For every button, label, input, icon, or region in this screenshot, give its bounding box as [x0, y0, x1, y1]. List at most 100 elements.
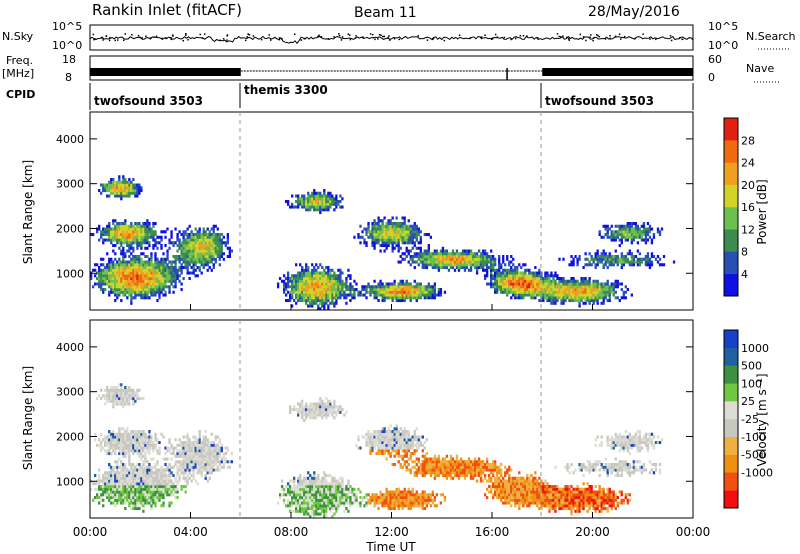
heatmap-cell [116, 446, 119, 450]
heatmap-cell [301, 408, 304, 412]
heatmap-cell [138, 490, 141, 494]
heatmap-cell [548, 288, 551, 292]
heatmap-cell [550, 301, 553, 305]
heatmap-cell [206, 454, 209, 458]
heatmap-cell [530, 282, 533, 286]
heatmap-cell [142, 441, 145, 445]
heatmap-cell [102, 230, 105, 234]
nsearch-point [204, 33, 206, 35]
heatmap-cell [614, 238, 617, 242]
heatmap-cell [116, 485, 119, 489]
heatmap-cell [642, 230, 646, 234]
heatmap-cell [134, 288, 137, 292]
heatmap-cell [138, 501, 141, 505]
heatmap-cell [126, 479, 129, 483]
heatmap-cell [309, 487, 312, 491]
nsearch-point [604, 38, 607, 40]
heatmap-cell [144, 438, 147, 442]
heatmap-cell [307, 266, 310, 270]
heatmap-cell [172, 268, 175, 272]
heatmap-cell [409, 230, 412, 234]
heatmap-cell [134, 471, 137, 475]
heatmap-cell [528, 277, 531, 281]
heatmap-cell [325, 282, 328, 286]
heatmap-cell [198, 443, 201, 447]
heatmap-cell [128, 282, 131, 286]
heatmap-cell [367, 290, 370, 294]
heatmap-cell [116, 388, 119, 392]
heatmap-cell [178, 257, 181, 261]
heatmap-cell [190, 271, 193, 275]
heatmap-cell [538, 268, 541, 272]
heatmap-cell [514, 288, 517, 292]
heatmap-cell [303, 498, 306, 502]
heatmap-cell [371, 241, 374, 245]
heatmap-cell [124, 277, 127, 281]
heatmap-cell [628, 260, 631, 264]
heatmap-cell [136, 285, 139, 289]
heatmap-cell [288, 501, 292, 505]
heatmap-cell [301, 410, 304, 414]
heatmap-cell [130, 296, 133, 300]
cpid-mode-2: themis 3300 [244, 83, 328, 97]
heatmap-cell [100, 279, 103, 283]
heatmap-cell [150, 255, 153, 259]
heatmap-cell [544, 271, 547, 275]
heatmap-cell [427, 255, 430, 259]
heatmap-cell [483, 252, 487, 256]
heatmap-cell [190, 255, 193, 259]
heatmap-cell [204, 474, 207, 478]
heatmap-cell [606, 224, 609, 228]
heatmap-cell [319, 293, 322, 297]
heatmap-cell [644, 257, 648, 261]
heatmap-cell [206, 249, 209, 253]
heatmap-cell [156, 438, 159, 442]
heatmap-cell [357, 235, 360, 239]
heatmap-cell [596, 279, 599, 283]
heatmap-cell [284, 485, 288, 489]
heatmap-cell [136, 191, 139, 195]
heatmap-cell [154, 282, 157, 286]
heatmap-cell [130, 288, 133, 292]
heatmap-cell [148, 471, 151, 475]
heatmap-cell [307, 200, 310, 204]
heatmap-cell [116, 471, 119, 475]
heatmap-cell [214, 457, 217, 461]
heatmap-cell [172, 493, 175, 497]
heatmap-cell [606, 266, 609, 270]
heatmap-cell [391, 222, 394, 226]
heatmap-cell [124, 233, 127, 237]
heatmap-cell [431, 293, 435, 297]
heatmap-cell [120, 460, 123, 464]
heatmap-cell [457, 252, 461, 256]
heatmap-cell [164, 487, 167, 491]
heatmap-cell [405, 255, 408, 259]
heatmap-cell [180, 255, 183, 259]
heatmap-cell [425, 290, 428, 294]
heatmap-cell [110, 493, 113, 497]
heatmap-cell [504, 271, 507, 275]
heatmap-cell [218, 460, 221, 464]
heatmap-cell [397, 246, 400, 250]
heatmap-cell [130, 493, 133, 497]
power-ylabel: Slant Range [km] [21, 160, 35, 264]
heatmap-cell [409, 299, 412, 303]
heatmap-cell [106, 397, 109, 401]
heatmap-cell [156, 482, 159, 486]
heatmap-cell [130, 468, 133, 472]
heatmap-cell [580, 296, 583, 300]
heatmap-cell [166, 493, 169, 497]
heatmap-cell [206, 241, 209, 245]
heatmap-cell [295, 293, 298, 297]
heatmap-cell [136, 227, 139, 231]
heatmap-cell [102, 482, 105, 486]
heatmap-cell [646, 238, 650, 242]
heatmap-cell [134, 468, 137, 472]
heatmap-cell [582, 282, 585, 286]
heatmap-cell [162, 288, 165, 292]
heatmap-cell [124, 388, 127, 392]
heatmap-cell [411, 233, 414, 237]
heatmap-cell [568, 290, 571, 294]
heatmap-cell [118, 189, 121, 193]
heatmap-cell [347, 288, 350, 292]
